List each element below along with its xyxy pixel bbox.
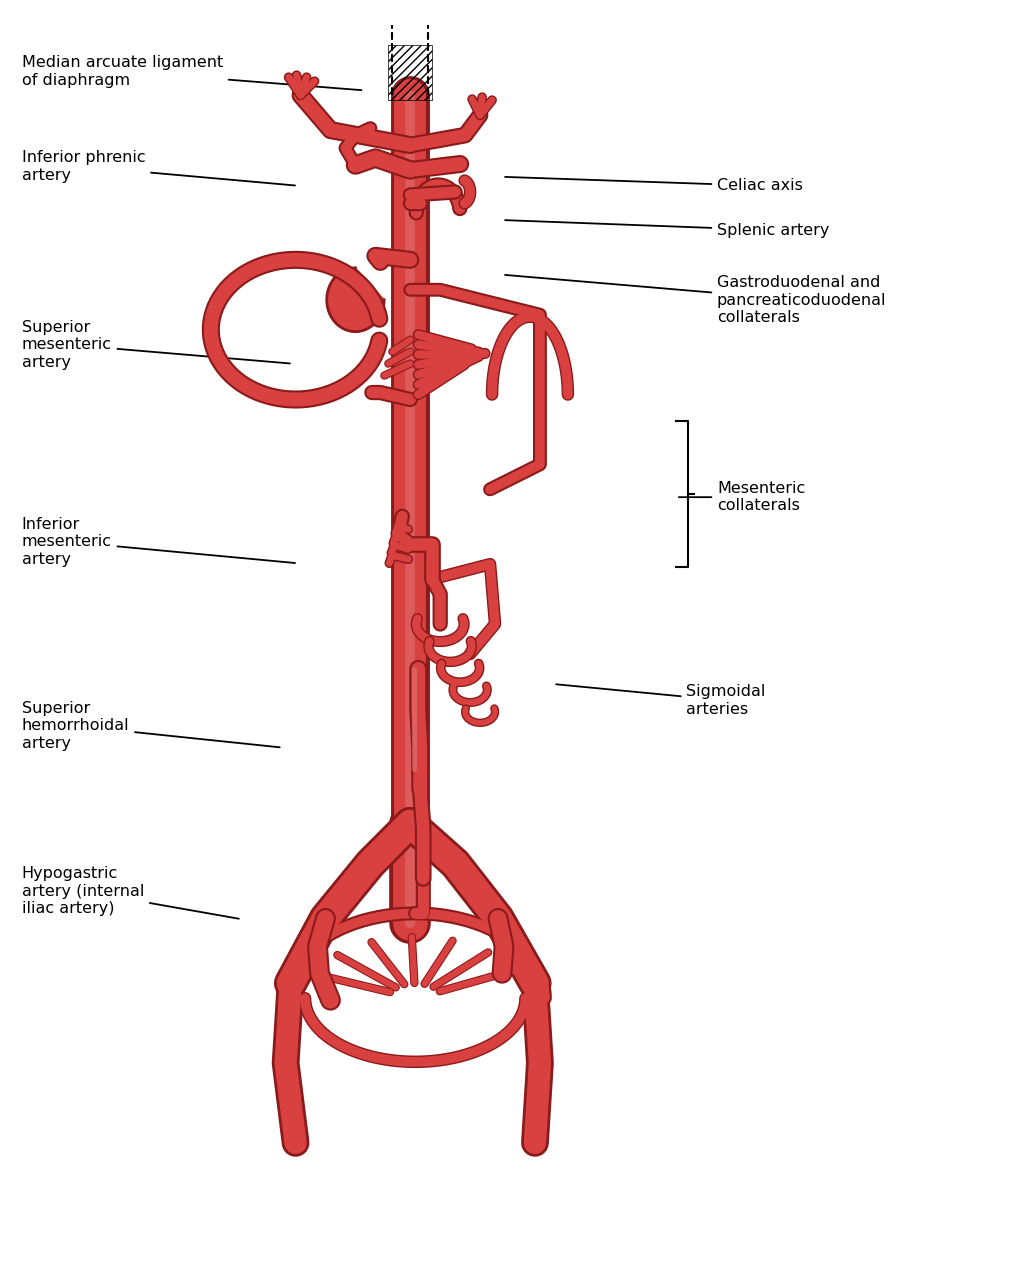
- Bar: [388, 46, 433, 101]
- Text: Sigmoidal
arteries: Sigmoidal arteries: [557, 684, 766, 717]
- Text: Splenic artery: Splenic artery: [505, 220, 829, 238]
- Text: Inferior
mesenteric
artery: Inferior mesenteric artery: [22, 517, 295, 567]
- Text: Superior
hemorrhoidal
artery: Superior hemorrhoidal artery: [22, 701, 280, 750]
- Text: Mesenteric
collaterals: Mesenteric collaterals: [679, 482, 806, 513]
- Text: Inferior phrenic
artery: Inferior phrenic artery: [22, 150, 295, 186]
- Text: Celiac axis: Celiac axis: [505, 177, 803, 194]
- Text: Superior
mesenteric
artery: Superior mesenteric artery: [22, 320, 290, 369]
- Polygon shape: [327, 268, 384, 331]
- Text: Hypogastric
artery (internal
iliac artery): Hypogastric artery (internal iliac arter…: [22, 866, 239, 919]
- Text: Gastroduodenal and
pancreaticoduodenal
collaterals: Gastroduodenal and pancreaticoduodenal c…: [505, 275, 887, 325]
- Text: Median arcuate ligament
of diaphragm: Median arcuate ligament of diaphragm: [22, 55, 362, 90]
